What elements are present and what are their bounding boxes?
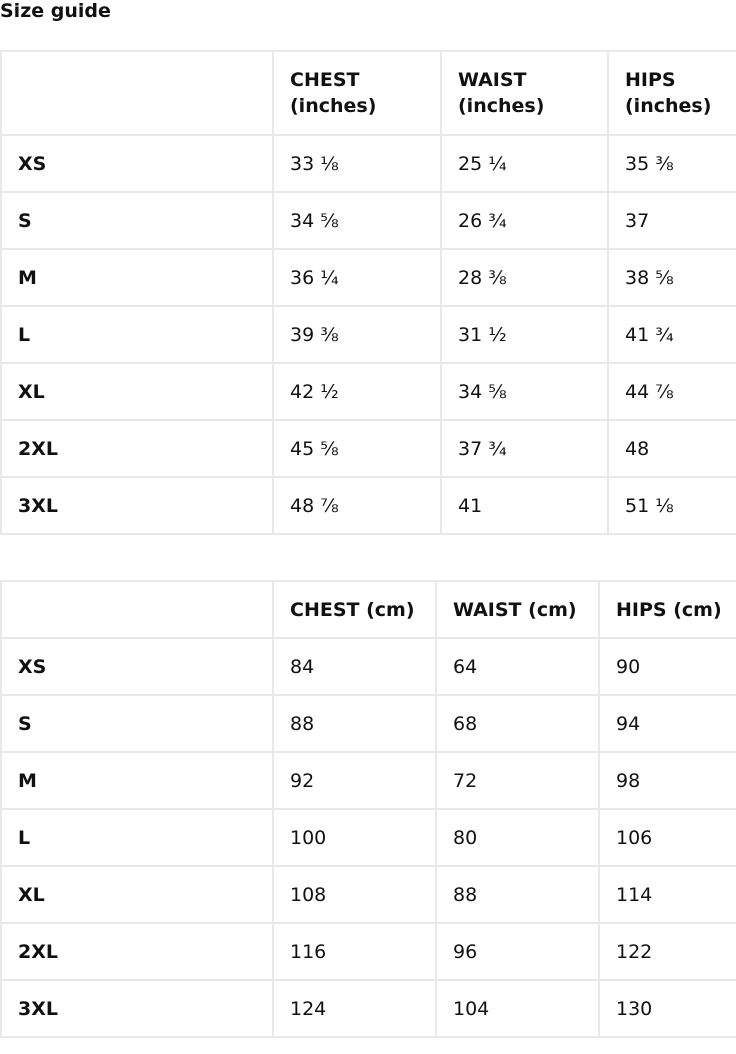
measurement-cell: 34 ⅝ [440, 362, 609, 421]
measurement-cell: 42 ½ [272, 362, 442, 421]
measurement-cell: 124 [272, 979, 437, 1038]
table-row: S 34 ⅝ 26 ¾ 37 [0, 191, 736, 250]
table-row: L 100 80 106 [0, 808, 736, 867]
column-header: HIPS (cm) [598, 580, 736, 639]
measurement-cell: 31 ½ [440, 305, 609, 364]
measurement-cell: 28 ⅜ [440, 248, 609, 307]
measurement-cell: 130 [598, 979, 736, 1038]
size-label: XS [0, 134, 274, 193]
measurement-cell: 88 [272, 694, 437, 753]
size-label: M [0, 751, 274, 810]
measurement-cell: 98 [598, 751, 736, 810]
measurement-cell: 51 ⅛ [607, 476, 736, 535]
measurement-cell: 36 ¼ [272, 248, 442, 307]
measurement-cell: 25 ¼ [440, 134, 609, 193]
header-row: CHEST (cm) WAIST (cm) HIPS (cm) [0, 580, 736, 639]
size-label: S [0, 694, 274, 753]
size-label: L [0, 305, 274, 364]
table-row: XS 33 ⅛ 25 ¼ 35 ⅜ [0, 134, 736, 193]
header-row: CHEST (inches) WAIST (inches) HIPS (inches) [0, 50, 736, 136]
header-empty [0, 50, 274, 136]
measurement-cell: 45 ⅝ [272, 419, 442, 478]
table-row: XL 42 ½ 34 ⅝ 44 ⅞ [0, 362, 736, 421]
measurement-cell: 96 [435, 922, 600, 981]
measurement-cell: 106 [598, 808, 736, 867]
table-row: M 36 ¼ 28 ⅜ 38 ⅝ [0, 248, 736, 307]
column-header: WAIST (inches) [440, 50, 609, 136]
measurement-cell: 37 [607, 191, 736, 250]
measurement-cell: 108 [272, 865, 437, 924]
measurement-cell: 48 ⅞ [272, 476, 442, 535]
measurement-cell: 38 ⅝ [607, 248, 736, 307]
measurement-cell: 84 [272, 637, 437, 696]
measurement-cell: 33 ⅛ [272, 134, 442, 193]
size-label: L [0, 808, 274, 867]
measurement-cell: 41 ¾ [607, 305, 736, 364]
size-label: XS [0, 637, 274, 696]
size-table-inches: CHEST (inches) WAIST (inches) HIPS (inches) X… [0, 50, 736, 535]
size-label: M [0, 248, 274, 307]
size-table-cm: CHEST (cm) WAIST (cm) HIPS (cm) XS 84 64 90 S 8… [0, 580, 736, 1038]
size-label: XL [0, 362, 274, 421]
measurement-cell: 48 [607, 419, 736, 478]
measurement-cell: 92 [272, 751, 437, 810]
measurement-cell: 41 [440, 476, 609, 535]
measurement-cell: 100 [272, 808, 437, 867]
table-row: 2XL 116 96 122 [0, 922, 736, 981]
size-label: 2XL [0, 419, 274, 478]
column-header: WAIST (cm) [435, 580, 600, 639]
measurement-cell: 37 ¾ [440, 419, 609, 478]
measurement-cell: 88 [435, 865, 600, 924]
measurement-cell: 39 ⅜ [272, 305, 442, 364]
column-header: HIPS (inches) [607, 50, 736, 136]
measurement-cell: 90 [598, 637, 736, 696]
table-row: 2XL 45 ⅝ 37 ¾ 48 [0, 419, 736, 478]
size-label: 3XL [0, 979, 274, 1038]
table-row: M 92 72 98 [0, 751, 736, 810]
measurement-cell: 94 [598, 694, 736, 753]
measurement-cell: 114 [598, 865, 736, 924]
size-label: 2XL [0, 922, 274, 981]
size-label: S [0, 191, 274, 250]
table-row: S 88 68 94 [0, 694, 736, 753]
measurement-cell: 80 [435, 808, 600, 867]
table-row: 3XL 48 ⅞ 41 51 ⅛ [0, 476, 736, 535]
measurement-cell: 35 ⅜ [607, 134, 736, 193]
table-row: L 39 ⅜ 31 ½ 41 ¾ [0, 305, 736, 364]
page-title: Size guide [0, 0, 111, 22]
measurement-cell: 116 [272, 922, 437, 981]
measurement-cell: 26 ¾ [440, 191, 609, 250]
size-label: 3XL [0, 476, 274, 535]
table-row: XL 108 88 114 [0, 865, 736, 924]
measurement-cell: 64 [435, 637, 600, 696]
header-empty [0, 580, 274, 639]
measurement-cell: 68 [435, 694, 600, 753]
column-header: CHEST (inches) [272, 50, 442, 136]
measurement-cell: 72 [435, 751, 600, 810]
table-row: XS 84 64 90 [0, 637, 736, 696]
measurement-cell: 44 ⅞ [607, 362, 736, 421]
measurement-cell: 122 [598, 922, 736, 981]
table-row: 3XL 124 104 130 [0, 979, 736, 1038]
column-header: CHEST (cm) [272, 580, 437, 639]
size-label: XL [0, 865, 274, 924]
measurement-cell: 34 ⅝ [272, 191, 442, 250]
measurement-cell: 104 [435, 979, 600, 1038]
